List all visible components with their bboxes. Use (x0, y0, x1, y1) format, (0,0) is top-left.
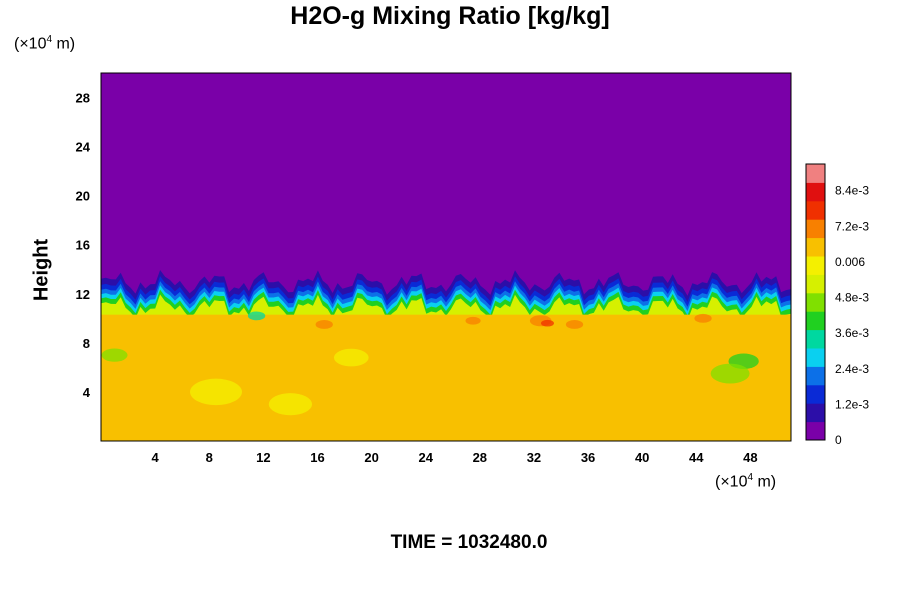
y-tick-label: 20 (76, 189, 90, 204)
eddy-15 (190, 378, 242, 406)
colorbar-tick-label: 4.8e-3 (835, 291, 869, 305)
colorbar-tick-label: 0 (835, 433, 842, 447)
eddy-1 (315, 320, 333, 329)
x-tick-label: 28 (473, 450, 487, 465)
y-axis-unit-label: (×104 m) (14, 34, 76, 53)
boundary-layer-fill (101, 314, 791, 441)
eddy-14 (398, 319, 412, 327)
x-tick-label: 44 (689, 450, 704, 465)
x-tick-label: 8 (206, 450, 213, 465)
x-tick-label: 48 (743, 450, 757, 465)
y-tick-label: 12 (76, 287, 90, 302)
y-tick-label: 4 (83, 385, 91, 400)
y-tick-labels: 4 8 12 16 20 24 28 (76, 91, 91, 400)
x-tick-label: 32 (527, 450, 541, 465)
x-tick-labels: 4 8 12 16 20 24 28 32 36 40 44 48 (152, 450, 758, 465)
colorbar-swatch (806, 200, 825, 220)
eddy-3 (540, 319, 554, 327)
colorbar-tick-label: 1.2e-3 (835, 397, 869, 411)
y-tick-label: 16 (76, 238, 90, 253)
eddy-6 (333, 348, 369, 367)
colorbar-tick-label: 7.2e-3 (835, 219, 869, 233)
colorbar-tick-label: 8.4e-3 (835, 184, 869, 198)
colorbar-tick-label: 2.4e-3 (835, 362, 869, 376)
time-label: TIME = 1032480.0 (390, 532, 548, 553)
colorbar-swatch (806, 219, 825, 239)
eddy-12 (694, 313, 712, 323)
chart-title: H2O-g Mixing Ratio [kg/kg] (290, 2, 610, 30)
x-tick-label: 20 (364, 450, 378, 465)
colorbar-swatch (806, 403, 825, 423)
colorbar-swatch (806, 292, 825, 312)
y-tick-label: 24 (76, 140, 91, 155)
eddy-8 (710, 363, 750, 384)
y-tick-label: 28 (76, 91, 90, 106)
colorbar-swatch (806, 311, 825, 331)
x-tick-label: 4 (152, 450, 160, 465)
colorbar-swatch (806, 366, 825, 386)
colorbar-frame (805, 163, 826, 441)
eddy-4 (565, 320, 584, 329)
eddy-11 (465, 316, 481, 325)
colorbar-swatch (806, 256, 825, 275)
colorbar-swatch (806, 274, 825, 294)
y-tick-label: 8 (83, 336, 90, 351)
colorbar-tick-label: 3.6e-3 (835, 326, 869, 340)
colorbar-swatch (806, 348, 825, 367)
eddy-13 (247, 311, 266, 321)
colorbar-swatch (806, 421, 825, 441)
colorbar-swatch (806, 164, 825, 183)
plot-frame (100, 72, 792, 442)
x-tick-label: 40 (635, 450, 649, 465)
colorbar-tick-label: 0.006 (835, 255, 865, 269)
colorbar-swatch (806, 182, 825, 202)
colorbar: 0 1.2e-3 2.4e-3 3.6e-3 4.8e-3 0.006 7.2e-3 8.4e… (805, 163, 869, 447)
x-tick-label: 36 (581, 450, 595, 465)
colorbar-swatch (806, 384, 825, 404)
eddy-9 (101, 348, 128, 362)
colorbar-swatch (806, 329, 825, 349)
eddy-10 (268, 393, 313, 416)
x-tick-label: 12 (256, 450, 270, 465)
x-tick-label: 16 (310, 450, 324, 465)
x-tick-label: 24 (418, 450, 433, 465)
colorbar-swatch (806, 237, 825, 257)
plot-area (101, 73, 791, 441)
x-axis-unit-label: (×104 m) (715, 472, 777, 491)
